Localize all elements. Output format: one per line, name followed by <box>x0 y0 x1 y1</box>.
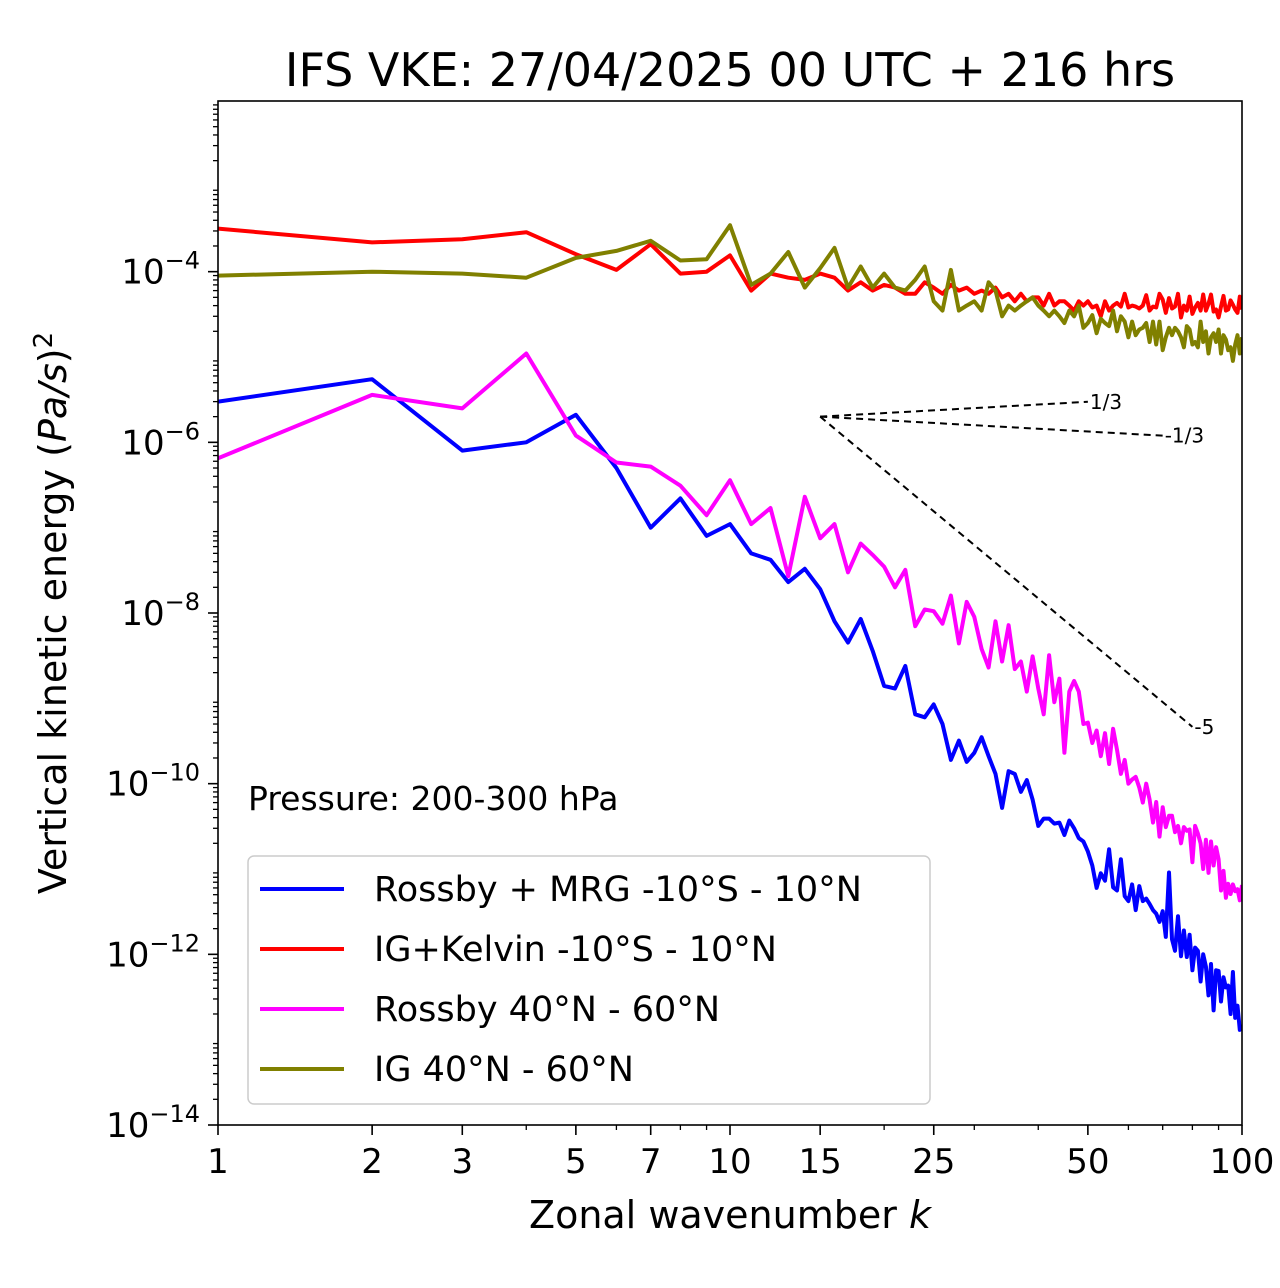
series-line-2 <box>218 351 1242 903</box>
x-tick-label: 3 <box>451 1142 473 1182</box>
x-tick-label: 10 <box>708 1142 751 1182</box>
x-tick-label: 1 <box>207 1142 229 1182</box>
x-tick-label: 15 <box>799 1142 842 1182</box>
slope-line-0 <box>820 400 1088 418</box>
legend: Rossby + MRG -10°S - 10°N IG+Kelvin -10°S… <box>247 855 931 1105</box>
slope-label-0: 1/3 <box>1090 390 1122 414</box>
y-tick-label: 10−14 <box>106 1100 200 1146</box>
y-axis-label: Vertical kinetic energy (Pa/s)2 <box>29 332 75 894</box>
legend-box <box>247 855 931 1105</box>
legend-items: Rossby + MRG -10°S - 10°N IG+Kelvin -10°S… <box>260 870 862 1090</box>
slope-line-2 <box>819 415 1194 728</box>
x-tick-label: 50 <box>1066 1142 1109 1182</box>
series-line-1 <box>218 226 1242 320</box>
pressure-annotation: Pressure: 200-300 hPa <box>248 779 618 818</box>
y-axis: 10−4 10−6 10−8 10−10 10−12 10−14 <box>106 104 218 1146</box>
series-line-0 <box>218 377 1242 1032</box>
x-axis-label: Zonal wavenumber k <box>529 1193 933 1237</box>
slope-label-1: -1/3 <box>1165 424 1204 448</box>
x-axis: 1 2 3 5 7 10 15 25 50 100 <box>207 1125 1274 1182</box>
legend-label-3: IG 40°N - 60°N <box>374 1050 634 1090</box>
x-tick-label: 100 <box>1210 1142 1275 1182</box>
y-tick-label: 10−8 <box>121 588 200 634</box>
x-tick-label: 7 <box>640 1142 662 1182</box>
slope-line-1 <box>820 415 1163 437</box>
reference-slopes: 1/3 -1/3 -5 <box>819 390 1214 739</box>
y-tick-label: 10−4 <box>121 247 200 293</box>
x-tick-label: 25 <box>912 1142 955 1182</box>
legend-label-1: IG+Kelvin -10°S - 10°N <box>374 930 777 970</box>
x-tick-label: 5 <box>565 1142 587 1182</box>
y-tick-label: 10−10 <box>106 759 200 805</box>
legend-label-2: Rossby 40°N - 60°N <box>374 990 720 1030</box>
x-tick-label: 2 <box>361 1142 383 1182</box>
series-layer <box>218 223 1242 1032</box>
y-tick-label: 10−6 <box>121 417 200 463</box>
slope-label-2: -5 <box>1194 715 1214 739</box>
legend-label-0: Rossby + MRG -10°S - 10°N <box>374 870 862 910</box>
series-line-3 <box>218 223 1242 363</box>
chart-title: IFS VKE: 27/04/2025 00 UTC + 216 hrs <box>285 43 1175 97</box>
y-tick-label: 10−12 <box>106 929 200 975</box>
